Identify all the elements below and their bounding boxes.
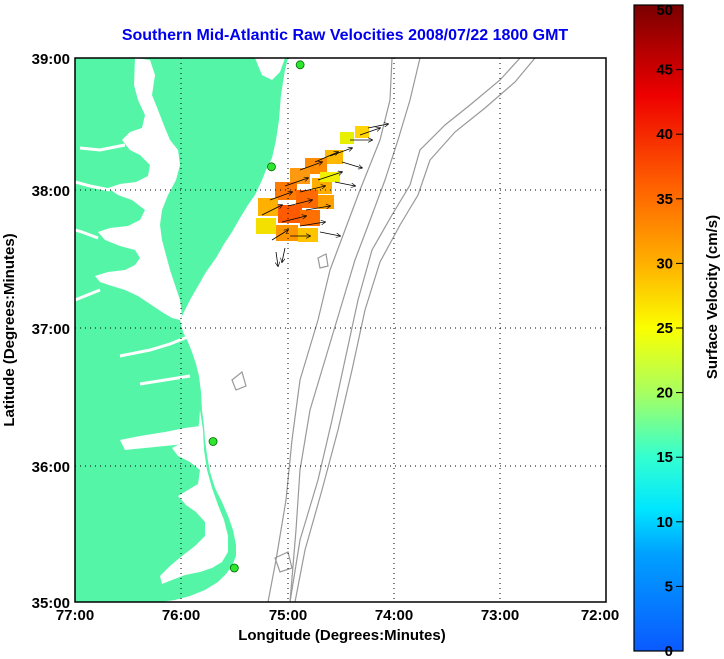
radar-stations (208, 60, 305, 573)
velocity-arrows (261, 124, 388, 266)
colorbar-tick-label: 30 (656, 255, 673, 272)
colorbar-tick-label: 0 (665, 643, 673, 659)
colorbar-scale (633, 4, 684, 652)
plot-frame (74, 57, 607, 603)
radar-station-marker (295, 60, 305, 70)
albemarle-sound (120, 426, 200, 450)
delaware-bay (255, 58, 285, 80)
colorbar-ticks: 0 5 10 15 20 25 30 35 40 45 50 (656, 2, 683, 659)
rivers (75, 143, 191, 386)
x-tick-label: 77:00 (56, 607, 94, 624)
plot-title: Southern Mid-Atlantic Raw Velocities 200… (122, 27, 569, 44)
bathymetry-contours (231, 58, 536, 602)
colorbar-tick-label: 35 (656, 191, 673, 208)
chesapeake-bay (95, 58, 182, 320)
x-tick-label: 75:00 (269, 607, 307, 624)
colorbar-tick-label: 5 (665, 578, 673, 595)
radar-station-marker (208, 437, 218, 446)
y-axis: 39:00 38:00 37:00 36:00 35:00 Latitude (… (1, 51, 70, 612)
colorbar-tick-label: 10 (656, 514, 673, 531)
colorbar-tick-label: 15 (656, 449, 673, 466)
colorbar-tick-label: 50 (656, 2, 673, 19)
x-axis: 77:00 76:00 75:00 74:00 73:00 72:00 Long… (56, 607, 619, 644)
colorbar-label: Surface Velocity (cm/s) (704, 215, 721, 379)
colorbar-tick-label: 45 (656, 62, 673, 79)
plot-area (74, 57, 607, 603)
y-tick-label: 37:00 (32, 321, 70, 338)
y-tick-label: 35:00 (32, 595, 70, 612)
y-tick-label: 39:00 (32, 51, 70, 68)
x-tick-label: 74:00 (375, 607, 413, 624)
colorbar-tick-label: 25 (656, 320, 673, 337)
radar-station-marker (229, 563, 239, 573)
x-tick-label: 73:00 (481, 607, 519, 624)
x-tick-label: 72:00 (581, 607, 619, 624)
pamlico-sound (160, 410, 228, 584)
y-axis-title: Latitude (Degrees:Minutes) (1, 233, 18, 426)
colorbar-tick-label: 40 (656, 126, 673, 143)
colorbar-tick-label: 20 (656, 385, 673, 402)
y-tick-label: 38:00 (32, 183, 70, 200)
x-tick-label: 76:00 (162, 607, 200, 624)
colorbar: 0 5 10 15 20 25 30 35 40 45 50 Surface Velocity (c… (633, 2, 721, 659)
radar-station-marker (267, 162, 276, 172)
gridlines (75, 58, 606, 602)
x-axis-title: Longitude (Degrees:Minutes) (238, 627, 446, 644)
y-tick-label: 36:00 (32, 459, 70, 476)
